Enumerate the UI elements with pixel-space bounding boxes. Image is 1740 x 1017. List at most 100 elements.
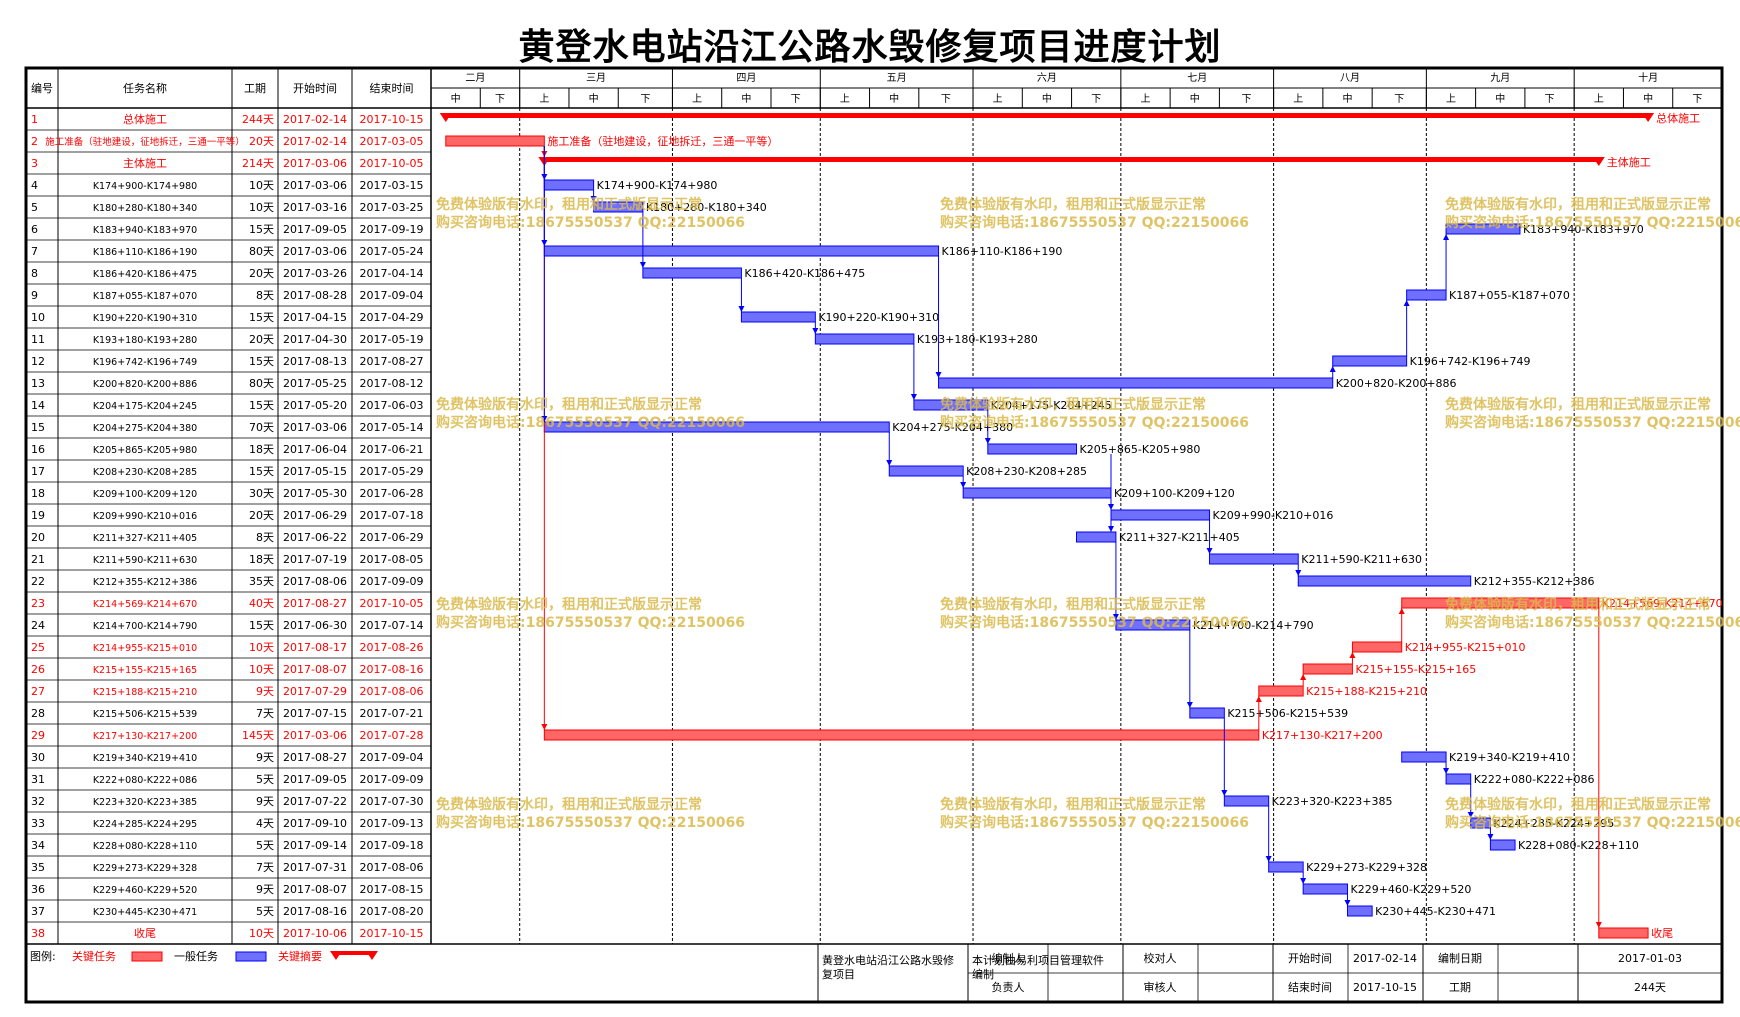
cell-name: K190+220-K190+310 [93, 313, 197, 324]
task-bar [1297, 575, 1472, 587]
cell-dur: 20天 [249, 267, 274, 280]
period-label: 上 [1293, 93, 1303, 105]
cell-id: 38 [31, 927, 45, 940]
cell-end: 2017-05-29 [360, 465, 424, 478]
period-label: 中 [1042, 92, 1052, 105]
bar-label: K205+865-K205+980 [1080, 443, 1201, 456]
cell-id: 1 [31, 113, 38, 126]
watermark-line2: 购买咨询电话:18675550537 QQ:22150066 [436, 414, 745, 431]
cell-dur: 10天 [249, 179, 274, 192]
cell-id: 30 [31, 751, 45, 764]
cell-start: 2017-03-06 [283, 157, 347, 170]
period-label: 下 [941, 94, 951, 105]
dependency-arrow [1300, 674, 1307, 680]
watermark-line1: 免费体验版有水印，租用和正式版显示正常 [1445, 596, 1711, 613]
cell-end: 2017-06-28 [360, 487, 424, 500]
bar-label: K223+320-K223+385 [1272, 795, 1393, 808]
bar-label: K196+742-K196+749 [1410, 355, 1531, 368]
cell-end: 2017-03-15 [360, 179, 424, 192]
watermark-line1: 免费体验版有水印，租用和正式版显示正常 [940, 396, 1206, 413]
cell-name: K183+940-K183+970 [93, 225, 197, 236]
bar-label: K214+955-K215+010 [1405, 641, 1526, 654]
dur-value: 244天 [1634, 981, 1666, 994]
cell-id: 18 [31, 487, 45, 500]
cell-id: 8 [31, 267, 38, 280]
cell-id: 29 [31, 729, 45, 742]
task-bar [642, 267, 742, 279]
month-label: 十月 [1638, 71, 1658, 84]
cell-start: 2017-05-30 [283, 487, 347, 500]
dependency-arrow [1107, 504, 1114, 510]
task-bar [938, 377, 1334, 389]
dependency-arrow [1221, 790, 1228, 796]
cell-end: 2017-08-12 [360, 377, 424, 390]
bar-label: K204+275-K204+380 [892, 421, 1013, 434]
cell-name: K187+055-K187+070 [93, 291, 197, 302]
cell-start: 2017-08-27 [283, 751, 347, 764]
column-header: 任务名称 [123, 81, 167, 95]
cell-dur: 20天 [249, 135, 274, 148]
watermark-line2: 购买咨询电话:18675550537 QQ:22150066 [1445, 414, 1740, 431]
cell-id: 10 [31, 311, 45, 324]
bar-label: 主体施工 [1607, 155, 1651, 169]
cell-start: 2017-09-14 [283, 839, 347, 852]
watermark-line1: 免费体验版有水印，租用和正式版显示正常 [940, 196, 1206, 213]
cell-id: 32 [31, 795, 45, 808]
chart-frame [24, 66, 1724, 1004]
cell-end: 2017-04-29 [360, 311, 424, 324]
task-bar [814, 333, 915, 345]
cell-dur: 10天 [249, 641, 274, 654]
period-label: 下 [1394, 94, 1404, 105]
cell-id: 33 [31, 817, 45, 830]
cell-name: K229+273-K229+328 [93, 863, 197, 874]
cell-start: 2017-04-15 [283, 311, 347, 324]
cell-start: 2017-09-05 [283, 773, 347, 786]
cell-dur: 9天 [256, 751, 274, 764]
period-label: 中 [1190, 92, 1200, 105]
cell-start: 2017-08-07 [283, 883, 347, 896]
cell-dur: 18天 [249, 443, 274, 456]
cell-dur: 8天 [256, 289, 274, 302]
reviewer-label: 审核人 [1144, 980, 1177, 994]
month-label: 三月 [586, 72, 606, 84]
dependency-arrow [541, 724, 548, 730]
cell-start: 2017-08-16 [283, 905, 347, 918]
bar-label: K208+230-K208+285 [966, 465, 1087, 478]
cell-start: 2017-03-16 [283, 201, 347, 214]
bar-label: K211+327-K211+405 [1119, 531, 1240, 544]
period-label: 上 [539, 93, 549, 105]
watermark-line1: 免费体验版有水印，租用和正式版显示正常 [1445, 396, 1711, 413]
cell-dur: 4天 [256, 817, 274, 830]
cell-id: 35 [31, 861, 45, 874]
period-label: 中 [589, 92, 599, 105]
cell-end: 2017-08-15 [360, 883, 424, 896]
cell-dur: 15天 [249, 465, 274, 478]
month-label: 八月 [1340, 72, 1360, 84]
dependency-arrow [1443, 234, 1450, 240]
cell-end: 2017-10-05 [360, 597, 424, 610]
dependency-arrow [935, 372, 942, 378]
cell-start: 2017-06-04 [283, 443, 347, 456]
watermark-line2: 购买咨询电话:18675550537 QQ:22150066 [436, 614, 745, 631]
watermark-line2: 购买咨询电话:18675550537 QQ:22150066 [940, 814, 1249, 831]
cell-end: 2017-05-19 [360, 333, 424, 346]
cell-end: 2017-10-15 [360, 113, 424, 126]
cell-start: 2017-07-29 [283, 685, 347, 698]
column-header: 结束时间 [370, 82, 414, 95]
legend-normal-label: 一般任务 [174, 950, 218, 963]
summary-marker [439, 113, 452, 122]
bar-label: K187+055-K187+070 [1449, 289, 1570, 302]
cell-end: 2017-07-18 [360, 509, 424, 522]
cell-dur: 7天 [256, 707, 274, 720]
cell-id: 3 [31, 157, 38, 170]
period-label: 下 [495, 94, 505, 105]
dependency-arrow [1265, 856, 1272, 862]
watermark-line1: 免费体验版有水印，租用和正式版显示正常 [436, 396, 702, 413]
column-header: 工期 [244, 82, 266, 95]
cell-end: 2017-09-13 [360, 817, 424, 830]
task-bar [593, 201, 644, 213]
cell-dur: 15天 [249, 399, 274, 412]
month-label: 九月 [1490, 72, 1510, 84]
cell-start: 2017-08-27 [283, 597, 347, 610]
legend-critical-label: 关键任务 [72, 949, 116, 963]
